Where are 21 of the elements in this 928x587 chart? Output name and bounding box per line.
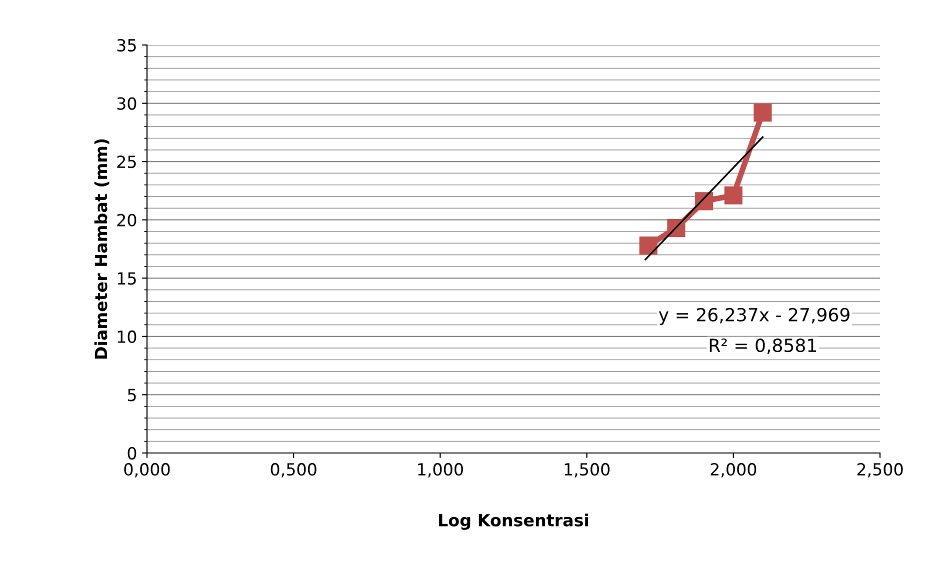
y-tick-label: 15: [118, 272, 136, 285]
x-tick-label: 0,500: [270, 463, 316, 478]
point: [724, 186, 742, 204]
y-tick-label: 5: [128, 388, 136, 402]
y-tick-label: 10: [118, 330, 136, 343]
point: [754, 104, 772, 122]
y-tick-label: 25: [117, 156, 136, 168]
annotation: y = 26,237x - 27,969: [658, 308, 850, 326]
x-tick-label: 0,000: [124, 463, 170, 478]
y-tick-label: 0: [128, 446, 136, 460]
x-tick-label: 2,500: [857, 463, 903, 478]
y-axis-title: Diameter Hambat (mm): [94, 139, 110, 359]
y-tick-label: 20: [117, 214, 136, 226]
y-tick-label: 35: [117, 38, 136, 52]
x-axis-title: Log Konsentrasi: [439, 514, 588, 530]
point: [639, 236, 658, 255]
x-tick-label: 2,000: [710, 463, 756, 478]
x-tick-label: 1,500: [564, 463, 610, 478]
x-tick-label: 1,000: [418, 463, 463, 478]
annotation: R² = 0,8581: [710, 338, 816, 354]
y-tick-label: 30: [117, 97, 136, 110]
